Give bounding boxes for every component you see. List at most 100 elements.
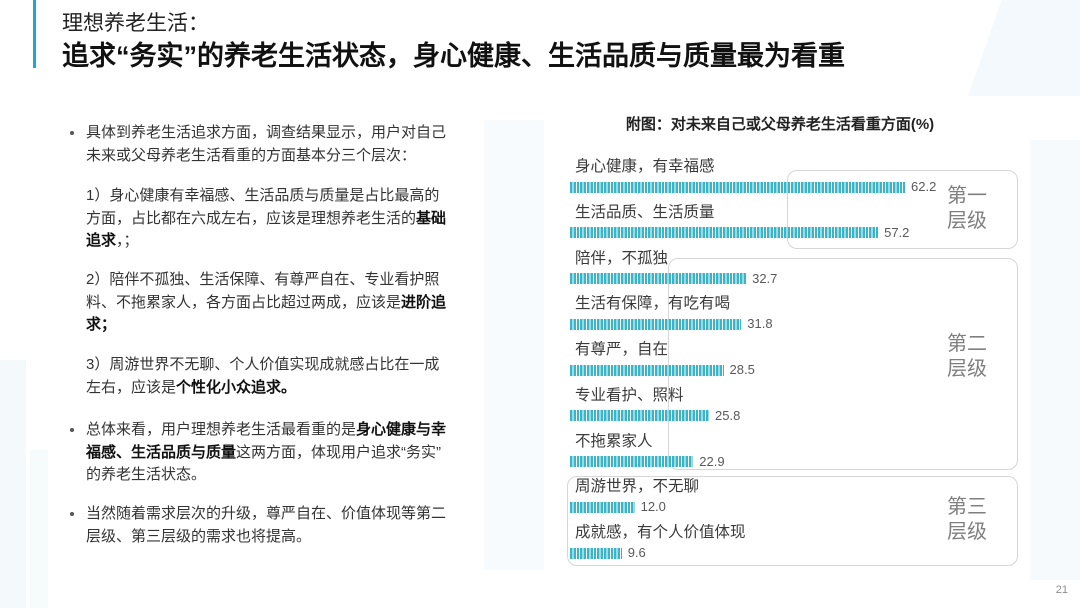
data-label-1: 62.2	[911, 179, 937, 194]
title-accent-bar	[33, 0, 36, 68]
bar-9	[570, 547, 622, 559]
slide-subtitle: 追求“务实”的养老生活状态，身心健康、生活品质与质量最为看重	[62, 41, 845, 71]
bar-3	[570, 273, 747, 284]
text-run: 总体来看，用户理想养老生活最看重的是	[86, 421, 357, 438]
bar-row-4: 生活有保障，有吃有喝 31.8	[560, 294, 1030, 334]
point-1: 1）身心健康有幸福感、生活品质与质量是占比最高的 方面，占比都在六成左右，应该是…	[86, 185, 446, 253]
data-label-9: 9.6	[627, 545, 646, 560]
paragraph-intro: 具体到养老生活追求方面，调查结果显示，用户对自己 未来或父母养老生活看重的方面基…	[86, 122, 446, 167]
bar-row-5: 有尊严，自在 28.5	[560, 340, 1030, 380]
emphasis-text: 追求	[86, 232, 117, 249]
text-line: 总体来看，用户理想养老生活最看重的是身心健康与幸	[86, 419, 446, 442]
text-line: 1）身心健康有幸福感、生活品质与质量是占比最高的	[86, 185, 446, 208]
tier-1-box: 第一 层级	[787, 170, 1018, 249]
text-run: 方面，占比都在六成左右，应该是理想养老生活的	[86, 209, 417, 227]
category-label-7: 不拖累家人	[575, 432, 653, 450]
category-label-2: 生活品质、生活质量	[575, 203, 715, 221]
text-line: 追求，；	[86, 230, 446, 253]
background-shape	[484, 120, 544, 570]
category-label-1: 身心健康，有幸福感	[575, 158, 715, 175]
emphasis-text: 个性化小众追求。	[176, 378, 297, 396]
text-run: 这两方面，体现用户追求“务实”	[236, 443, 442, 461]
text-line: 料、不拖累家人，各方面占比超过两成，应该是进阶追	[86, 292, 446, 315]
background-shape	[968, 0, 1080, 96]
page-number: 21	[1055, 584, 1068, 596]
bar-row-9: 成就感，有个人价值体现 9.6	[560, 523, 1030, 563]
tier-label-line: 第三	[947, 496, 987, 518]
category-label-9: 成就感，有个人价值体现	[575, 524, 746, 541]
text-run: 3）周游世界不无聊、个人价值实现成就感占比在一成	[86, 356, 440, 373]
background-shape	[0, 360, 26, 608]
text-line: 2）陪伴不孤独、生活保障、有尊严自在、专业看护照	[86, 269, 446, 292]
text-run: 料、不拖累家人，各方面占比超过两成，应该是	[86, 293, 402, 311]
bar-7	[570, 456, 694, 467]
text-run: 未来或父母养老生活看重的方面基本分三个层次：	[86, 146, 417, 164]
text-line: 方面，占比都在六成左右，应该是理想养老生活的基础	[86, 208, 446, 231]
bullet-dot	[70, 512, 74, 516]
slide-title: 理想养老生活：	[62, 12, 209, 35]
bar-6	[570, 410, 709, 422]
category-label-4: 生活有保障，有吃有喝	[575, 295, 731, 313]
tier-label-line: 层级	[947, 209, 987, 232]
chart-title: 附图：对未来自己或父母养老生活看重方面(%)	[625, 116, 935, 133]
bar-row-8: 周游世界，不无聊 12.0	[560, 477, 1030, 517]
text-line: 具体到养老生活追求方面，调查结果显示，用户对自己	[86, 122, 446, 145]
text-run: ，；	[116, 232, 139, 249]
tier-2-label: 第二 层级	[947, 332, 987, 381]
horizontal-bar-chart: 第一 层级 第二 层级 第三 层级 身心健康，有幸福感 62.2 生活品质、生活…	[560, 140, 1030, 580]
category-label-6: 专业看护、照料	[575, 386, 684, 404]
data-label-6: 25.8	[715, 407, 741, 423]
bar-row-1: 身心健康，有幸福感 62.2	[560, 157, 1030, 197]
point-2: 2）陪伴不孤独、生活保障、有尊严自在、专业看护照 料、不拖累家人，各方面占比超过…	[86, 269, 446, 337]
text-line: 当然随着需求层次的升级，尊严自在、价值体现等第二	[86, 503, 446, 526]
data-label-2: 57.2	[884, 224, 910, 240]
text-run: 当然随着需求层次的升级，尊严自在、价值体现等第二	[86, 505, 447, 522]
paragraph-outlook: 当然随着需求层次的升级，尊严自在、价值体现等第二 层级、第三层级的需求也将提高。	[86, 503, 446, 548]
tier-1-label: 第一 层级	[947, 184, 987, 233]
tier-label-line: 第二	[947, 333, 987, 355]
emphasis-text: 福感、生活品质与质量	[86, 443, 237, 461]
bar-row-2: 生活品质、生活质量 57.2	[560, 203, 1030, 243]
bar-row-7: 不拖累家人 22.9	[560, 432, 1030, 472]
tier-3-box: 第三 层级	[567, 476, 1018, 566]
text-line: 福感、生活品质与质量这两方面，体现用户追求“务实”	[86, 442, 446, 465]
text-run: 的养老生活状态。	[86, 466, 207, 483]
category-label-8: 周游世界，不无聊	[575, 478, 700, 496]
point-3: 3）周游世界不无聊、个人价值实现成就感占比在一成 左右，应该是个性化小众追求。	[86, 354, 439, 399]
bar-5	[570, 364, 724, 376]
text-line: 求；	[86, 314, 446, 337]
text-line: 的养老生活状态。	[86, 464, 446, 487]
data-label-8: 12.0	[640, 499, 666, 515]
text-run: 1）身心健康有幸福感、生活品质与质量是占比最高的	[86, 187, 440, 204]
emphasis-text: 身心健康与幸	[356, 421, 447, 438]
text-run: 左右，应该是	[86, 378, 177, 396]
data-label-3: 32.7	[752, 270, 778, 286]
text-line: 左右，应该是个性化小众追求。	[86, 377, 439, 400]
emphasis-text: 进阶追	[401, 293, 447, 311]
text-run: 具体到养老生活追求方面，调查结果显示，用户对自己	[86, 124, 447, 141]
emphasis-text: 求；	[86, 316, 117, 333]
data-label-4: 31.8	[747, 316, 773, 332]
tier-2-box: 第二 层级	[668, 258, 1018, 470]
bar-1	[570, 181, 905, 193]
data-label-5: 28.5	[729, 362, 755, 377]
text-run: 2）陪伴不孤独、生活保障、有尊严自在、专业看护照	[86, 271, 440, 288]
paragraph-summary: 总体来看，用户理想养老生活最看重的是身心健康与幸 福感、生活品质与质量这两方面，…	[86, 419, 446, 487]
tier-3-label: 第三 层级	[947, 495, 987, 544]
text-line: 3）周游世界不无聊、个人价值实现成就感占比在一成	[86, 354, 439, 377]
background-shape	[1030, 140, 1080, 580]
tier-label-line: 层级	[947, 520, 987, 543]
emphasis-text: 基础	[416, 209, 447, 227]
text-run: 层级、第三层级的需求也将提高。	[86, 527, 312, 545]
tier-label-line: 第一	[947, 185, 987, 207]
data-label-7: 22.9	[699, 453, 725, 469]
bullet-dot	[70, 131, 74, 135]
bar-row-3: 陪伴，不孤独 32.7	[560, 249, 1030, 289]
bar-8	[570, 501, 635, 513]
text-line: 未来或父母养老生活看重的方面基本分三个层次：	[86, 145, 446, 168]
bar-row-6: 专业看护、照料 25.8	[560, 386, 1030, 426]
background-shape	[30, 450, 48, 608]
category-label-5: 有尊严，自在	[575, 341, 669, 358]
bar-4	[570, 318, 742, 330]
tier-label-line: 层级	[947, 357, 987, 380]
